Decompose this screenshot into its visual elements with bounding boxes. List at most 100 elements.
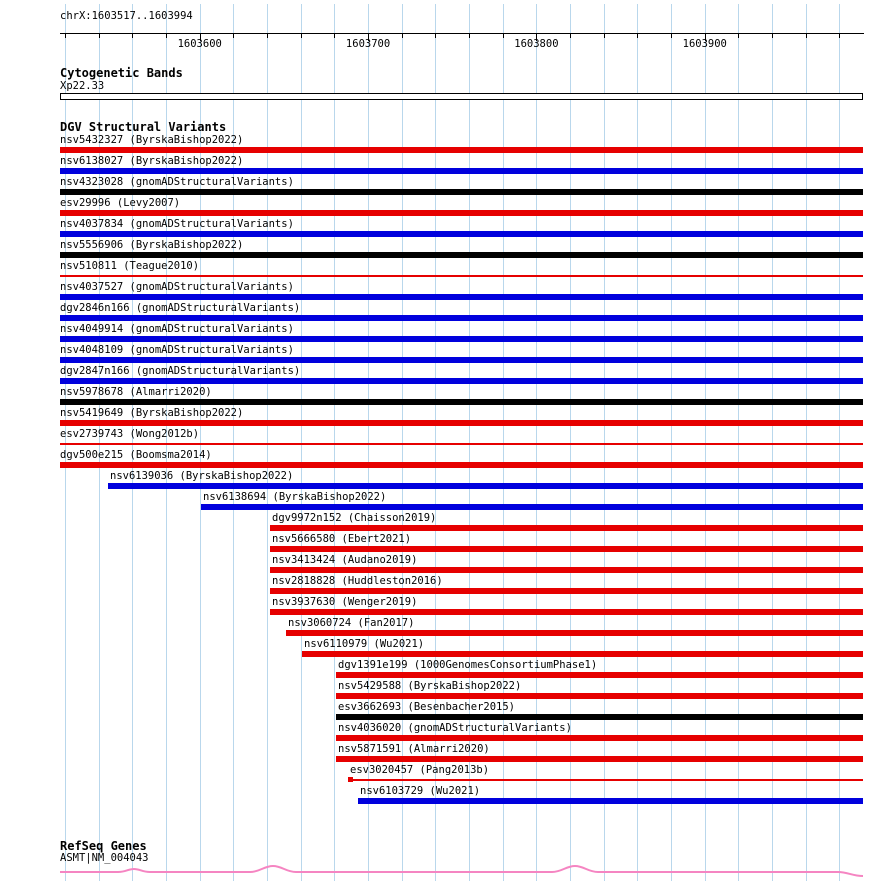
cytoband-section-title: Cytogenetic Bands [60, 66, 183, 80]
ruler-minor-tick [502, 34, 504, 38]
gridline [671, 4, 673, 881]
gridline [469, 4, 471, 881]
variant-label[interactable]: nsv5556906 (ByrskaBishop2022) [60, 239, 244, 251]
gridline [704, 4, 706, 881]
variant-label[interactable]: dgv2846n166 (gnomADStructuralVariants) [60, 302, 301, 314]
variant-label[interactable]: esv3020457 (Pang2013b) [350, 764, 490, 776]
variant-bar[interactable] [60, 275, 863, 277]
variant-label[interactable]: esv2739743 (Wong2012b) [60, 428, 200, 440]
variant-bar[interactable] [60, 443, 863, 445]
ruler-minor-tick [637, 34, 639, 38]
ruler-major-tick [704, 34, 706, 41]
variant-label[interactable]: dgv500e215 (Boomsma2014) [60, 449, 212, 461]
variant-label[interactable]: nsv6103729 (Wu2021) [360, 785, 481, 797]
variant-bar[interactable] [60, 189, 863, 195]
variant-bar[interactable] [60, 399, 863, 405]
variant-label[interactable]: dgv2847n166 (gnomADStructuralVariants) [60, 365, 301, 377]
ruler-major-tick [536, 34, 538, 41]
variant-label[interactable]: nsv5978678 (Almarri2020) [60, 386, 212, 398]
variant-label[interactable]: nsv5429588 (ByrskaBishop2022) [338, 680, 522, 692]
gridline [199, 4, 201, 881]
variant-label[interactable]: nsv5871591 (Almarri2020) [338, 743, 490, 755]
variant-bar[interactable] [60, 210, 863, 216]
gridline [772, 4, 774, 881]
variant-label[interactable]: dgv1391e199 (1000GenomesConsortiumPhase1… [338, 659, 598, 671]
variant-bar[interactable] [60, 294, 863, 300]
variant-label[interactable]: nsv2818828 (Huddleston2016) [272, 575, 443, 587]
variant-bar[interactable] [60, 357, 863, 363]
gridline [637, 4, 639, 881]
variant-bar[interactable] [270, 525, 863, 531]
variant-bar[interactable] [60, 252, 863, 258]
variant-label[interactable]: nsv4037527 (gnomADStructuralVariants) [60, 281, 294, 293]
ruler-minor-tick [98, 34, 100, 38]
variant-bar[interactable] [270, 546, 863, 552]
ruler-axis [60, 33, 864, 34]
gridline [233, 4, 235, 881]
variant-label[interactable]: nsv6110979 (Wu2021) [304, 638, 425, 650]
variant-bar[interactable] [60, 168, 863, 174]
variant-bar[interactable] [60, 378, 863, 384]
variant-label[interactable]: esv3662693 (Besenbacher2015) [338, 701, 516, 713]
variant-label[interactable]: esv29996 (Levy2007) [60, 197, 181, 209]
gridline [603, 4, 605, 881]
ruler-major-tick [368, 34, 370, 41]
variant-label[interactable]: nsv5666580 (Ebert2021) [272, 533, 412, 545]
variant-bar[interactable] [270, 609, 863, 615]
variant-label[interactable]: nsv5432327 (ByrskaBishop2022) [60, 134, 244, 146]
variant-bar[interactable] [270, 567, 863, 573]
variant-bar[interactable] [270, 588, 863, 594]
variant-label[interactable]: nsv6138027 (ByrskaBishop2022) [60, 155, 244, 167]
gridline [65, 4, 67, 881]
variant-bar[interactable] [336, 735, 863, 741]
variant-label[interactable]: nsv3413424 (Audano2019) [272, 554, 418, 566]
gene-structure-line [60, 864, 864, 877]
cytoband-bar[interactable] [60, 93, 863, 100]
refseq-gene-track[interactable] [0, 860, 890, 881]
variant-bar[interactable] [60, 315, 863, 321]
gridline [805, 4, 807, 881]
variant-label[interactable]: nsv510811 (Teague2010) [60, 260, 200, 272]
variant-label[interactable]: nsv4036020 (gnomADStructuralVariants) [338, 722, 572, 734]
gridline [300, 4, 302, 881]
variant-label[interactable]: nsv4048109 (gnomADStructuralVariants) [60, 344, 294, 356]
gridline [738, 4, 740, 881]
ruler-tick-label: 1603900 [682, 38, 727, 50]
variant-bar[interactable] [358, 798, 863, 804]
ruler-major-tick [199, 34, 201, 41]
variant-label[interactable]: nsv5419649 (ByrskaBishop2022) [60, 407, 244, 419]
variant-label[interactable]: dgv9972n152 (Chaisson2019) [272, 512, 437, 524]
variant-bar[interactable] [60, 462, 863, 468]
variant-label[interactable]: nsv4037834 (gnomADStructuralVariants) [60, 218, 294, 230]
variant-label[interactable]: nsv3060724 (Fan2017) [288, 617, 415, 629]
ruler-tick-label: 1603700 [345, 38, 391, 50]
variant-label[interactable]: nsv4323028 (gnomADStructuralVariants) [60, 176, 294, 188]
ruler-minor-tick [65, 34, 67, 38]
variant-bar[interactable] [336, 756, 863, 762]
variant-bar[interactable] [201, 504, 863, 510]
cytoband-name: Xp22.33 [60, 80, 105, 92]
variant-label[interactable]: nsv6139036 (ByrskaBishop2022) [110, 470, 294, 482]
variant-bar[interactable] [60, 336, 863, 342]
variant-bar[interactable] [108, 483, 863, 489]
variant-bar[interactable] [286, 630, 863, 636]
variant-bar[interactable] [336, 693, 863, 699]
variant-bar[interactable] [348, 779, 863, 781]
variant-label[interactable]: nsv6138694 (ByrskaBishop2022) [203, 491, 387, 503]
variant-bar[interactable] [60, 231, 863, 237]
ruler-minor-tick [334, 34, 336, 38]
gridline [570, 4, 572, 881]
variant-bar[interactable] [302, 651, 863, 657]
variant-bar[interactable] [60, 147, 863, 153]
ruler-minor-tick [300, 34, 302, 38]
ruler-tick-label: 1603800 [514, 38, 559, 50]
variant-bar[interactable] [336, 672, 863, 678]
position-label: chrX:1603517..1603994 [60, 10, 193, 22]
variant-label[interactable]: nsv3937630 (Wenger2019) [272, 596, 418, 608]
variant-label[interactable]: nsv4049914 (gnomADStructuralVariants) [60, 323, 294, 335]
gridline [166, 4, 168, 881]
variant-bar[interactable] [60, 420, 863, 426]
gridline [502, 4, 504, 881]
variant-bar[interactable] [336, 714, 863, 720]
